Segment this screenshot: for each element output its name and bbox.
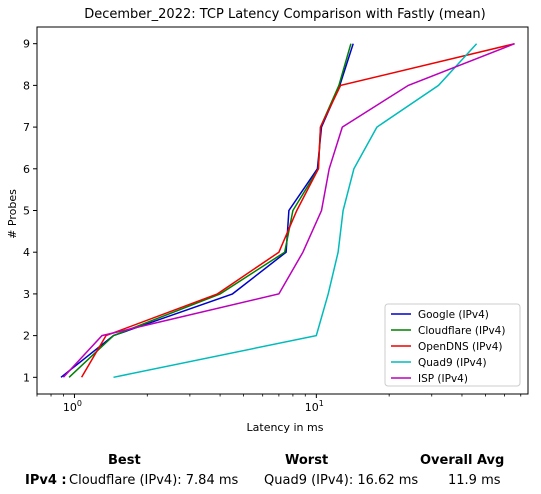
legend-entry: ISP (IPv4) bbox=[418, 373, 468, 385]
plot-area: 1 2 3 4 5 6 7 8 9 100 101 Google (IPv4) Cloudflare (… bbox=[23, 26, 529, 414]
y-tick-label: 8 bbox=[23, 79, 30, 92]
y-tick-label: 1 bbox=[23, 371, 30, 384]
series-line-4 bbox=[113, 43, 478, 379]
chart-title: December_2022: TCP Latency Comparison wi… bbox=[84, 7, 486, 22]
legend-entry: Cloudflare (IPv4) bbox=[418, 325, 505, 337]
summary-avg-value: 11.9 ms bbox=[448, 473, 501, 488]
legend-entry: Google (IPv4) bbox=[418, 309, 489, 321]
summary-worst-value: Quad9 (IPv4): 16.62 ms bbox=[264, 473, 419, 488]
legend-entry: Quad9 (IPv4) bbox=[418, 357, 487, 369]
series-line-1 bbox=[60, 43, 354, 378]
series-line-2 bbox=[68, 43, 352, 378]
x-axis-label: Latency in ms bbox=[247, 421, 324, 434]
y-tick-label: 6 bbox=[23, 163, 30, 176]
summary-row-label: IPv4 : bbox=[25, 473, 67, 488]
y-tick-label: 2 bbox=[23, 330, 30, 343]
summary-best-value: Cloudflare (IPv4): 7.84 ms bbox=[69, 473, 239, 488]
summary-header-worst: Worst bbox=[285, 453, 329, 468]
legend-box bbox=[384, 303, 521, 387]
legend-entry: OpenDNS (IPv4) bbox=[418, 341, 503, 353]
series-line-5 bbox=[62, 43, 515, 378]
x-tick-label: 100 bbox=[63, 399, 82, 414]
y-tick-label: 7 bbox=[23, 121, 30, 134]
y-tick-label: 9 bbox=[23, 38, 30, 51]
summary-header-best: Best bbox=[108, 453, 141, 468]
y-tick-label: 3 bbox=[23, 288, 30, 301]
y-axis-label: # Probes bbox=[6, 189, 19, 239]
summary-header-avg: Overall Avg bbox=[420, 453, 505, 468]
chart-figure: December_2022: TCP Latency Comparison wi… bbox=[6, 7, 529, 434]
series-line-3 bbox=[80, 42, 515, 378]
y-tick-label: 5 bbox=[23, 205, 30, 218]
y-tick-label: 4 bbox=[23, 246, 30, 259]
x-tick-label: 101 bbox=[305, 399, 324, 414]
